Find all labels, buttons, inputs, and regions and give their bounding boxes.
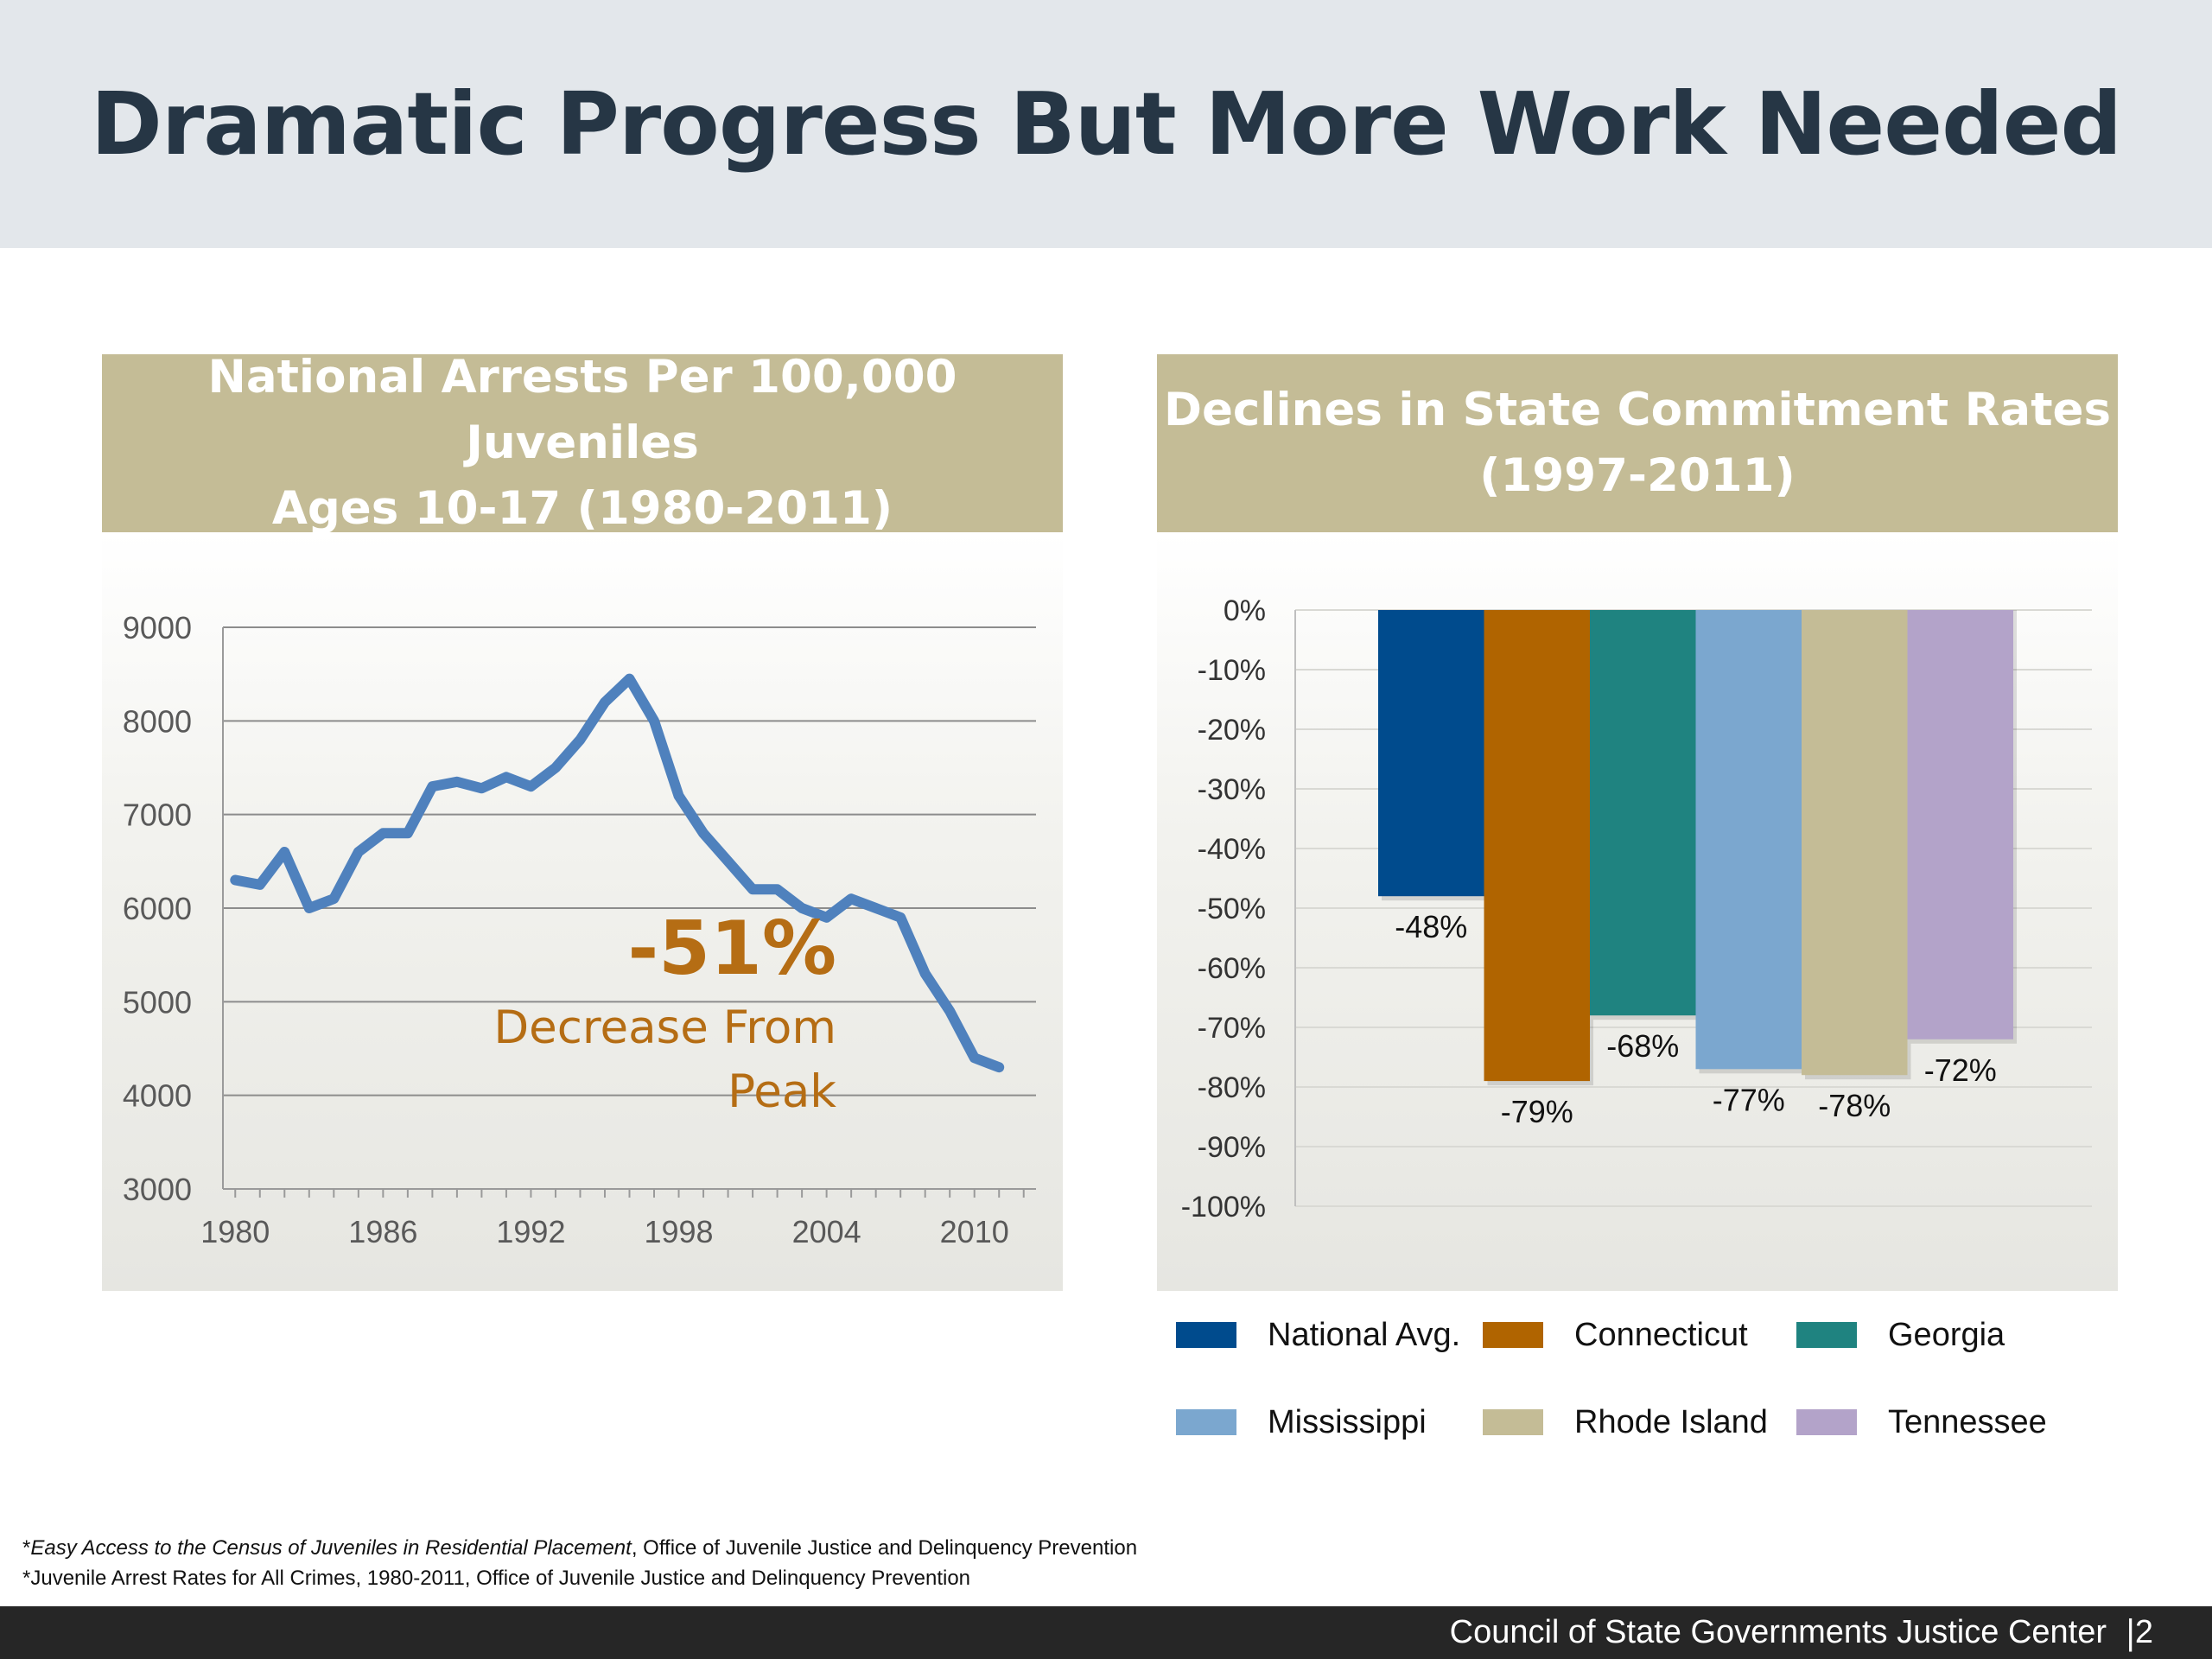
y-tick-label: 3000	[123, 1172, 192, 1207]
decrease-caption: Decrease From Peak	[387, 996, 836, 1124]
legend-swatch	[1483, 1322, 1543, 1348]
y-tick-label: 4000	[123, 1078, 192, 1114]
footer-organization: Council of State Governments Justice Cen…	[1449, 1614, 2107, 1650]
legend-label: National Avg.	[1268, 1316, 1461, 1353]
footnote-2: *Juvenile Arrest Rates for All Crimes, 1…	[22, 1567, 971, 1590]
line-chart: 3000 4000 5000 6000 7000 8000 9000 1980 1986 1992…	[123, 610, 1036, 1249]
legend-label: Mississippi	[1268, 1403, 1427, 1440]
x-tick-label: 1992	[496, 1214, 565, 1249]
bar-data-label: -72%	[1924, 1052, 1997, 1088]
decrease-caption-line-2: Peak	[728, 1065, 836, 1118]
legend-swatch	[1176, 1322, 1236, 1348]
y-tick-label: -70%	[1198, 1012, 1266, 1045]
footer-bar: Council of State Governments Justice Cen…	[0, 1606, 2212, 1659]
line-chart-panel: 3000 4000 5000 6000 7000 8000 9000 1980 1986 1992…	[102, 532, 1063, 1291]
x-tick-label: 1986	[348, 1214, 417, 1249]
bar-chart-panel: 0% -10% -20% -30% -40% -50% -60% -70% -80% -90% -1…	[1157, 532, 2118, 1291]
bar-data-label: -77%	[1713, 1082, 1785, 1117]
y-tick-label: 7000	[123, 798, 192, 833]
bar-georgia	[1590, 610, 1696, 1016]
legend-label: Rhode Island	[1574, 1403, 1768, 1440]
legend-swatch	[1176, 1409, 1236, 1435]
y-tick-label: -90%	[1198, 1131, 1266, 1164]
legend-label: Georgia	[1888, 1316, 2005, 1353]
y-tick-label: 9000	[123, 610, 192, 645]
footnotes: *Easy Access to the Census of Juveniles …	[22, 1533, 1137, 1593]
decrease-percent: -51%	[627, 906, 836, 992]
legend-swatch	[1796, 1409, 1857, 1435]
y-tick-label: -30%	[1198, 773, 1266, 806]
bar-data-label: -78%	[1818, 1088, 1891, 1123]
bar-chart: 0% -10% -20% -30% -40% -50% -60% -70% -80% -90% -1…	[1181, 594, 2092, 1224]
y-tick-label: -50%	[1198, 893, 1266, 925]
bar-data-label: -79%	[1501, 1094, 1573, 1129]
bar-connecticut	[1484, 610, 1590, 1082]
legend-label: Connecticut	[1574, 1316, 1748, 1353]
bar-data-label: -68%	[1606, 1028, 1679, 1064]
legend-item: Tennessee	[1796, 1396, 2047, 1448]
y-tick-label: 5000	[123, 984, 192, 1020]
line-chart-header: National Arrests Per 100,000 Juveniles A…	[102, 351, 1063, 591]
y-tick-label: 0%	[1224, 594, 1266, 627]
slide-title: Dramatic Progress But More Work Needed	[90, 73, 2122, 175]
bar-tennessee	[1907, 610, 2013, 1039]
x-tick-label: 1998	[644, 1214, 713, 1249]
legend-item: Connecticut	[1483, 1309, 1748, 1361]
legend-item: Rhode Island	[1483, 1396, 1768, 1448]
y-tick-label: -100%	[1181, 1191, 1266, 1224]
x-tick-label: 2004	[792, 1214, 861, 1249]
legend-item: National Avg.	[1176, 1309, 1460, 1361]
arrests-series-line	[230, 673, 1005, 1073]
bar-national-avg	[1378, 610, 1484, 897]
y-tick-label: 6000	[123, 891, 192, 926]
y-tick-label: -60%	[1198, 952, 1266, 985]
line-chart-title-line-2: Ages 10-17 (1980-2011)	[271, 482, 893, 535]
bar-rhode-island	[1802, 610, 1908, 1076]
bar-mississippi	[1695, 610, 1802, 1070]
bar-chart-title-line-2: (1997-2011)	[1479, 449, 1796, 502]
line-chart-title-line-1: National Arrests Per 100,000 Juveniles	[207, 351, 957, 469]
legend-item: Georgia	[1796, 1309, 2005, 1361]
y-tick-label: 8000	[123, 703, 192, 739]
x-tick-label: 2010	[940, 1214, 1009, 1249]
y-tick-label: -80%	[1198, 1071, 1266, 1104]
y-tick-label: -40%	[1198, 833, 1266, 866]
legend-swatch	[1796, 1322, 1857, 1348]
legend-label: Tennessee	[1888, 1403, 2047, 1440]
y-tick-label: -20%	[1198, 714, 1266, 747]
legend-item: Mississippi	[1176, 1396, 1427, 1448]
footer-separator: |	[2125, 1613, 2136, 1651]
y-tick-label: -10%	[1198, 654, 1266, 687]
bar-data-label: -48%	[1395, 909, 1467, 944]
legend-swatch	[1483, 1409, 1543, 1435]
page-number: 2	[2134, 1614, 2153, 1650]
bar-chart-legend: National Avg. Connecticut Georgia Mississip…	[1157, 1300, 2118, 1473]
bar-chart-title-line-1: Declines in State Commitment Rates	[1163, 384, 2112, 436]
bar-chart-header: Declines in State Commitment Rates (1997…	[1157, 354, 2118, 591]
decrease-caption-line-1: Decrease From	[493, 1001, 836, 1054]
footnote-1: *Easy Access to the Census of Juveniles …	[22, 1536, 1138, 1560]
x-tick-label: 1980	[200, 1214, 270, 1249]
title-band	[0, 0, 2212, 248]
